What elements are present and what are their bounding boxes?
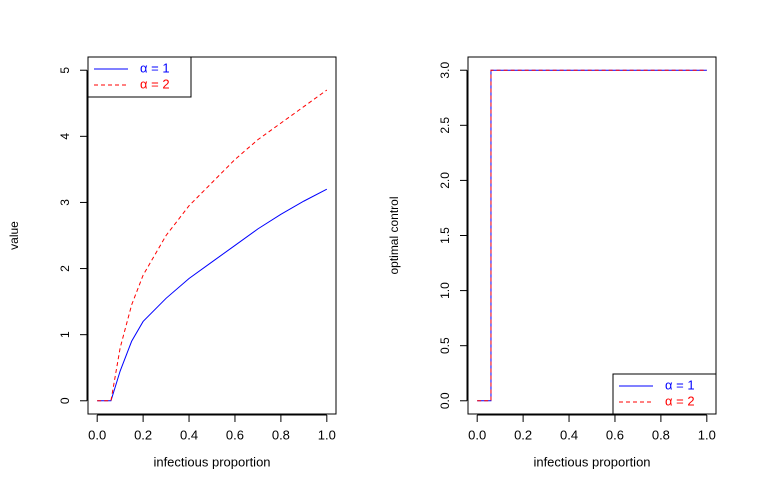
y-tick-label: 2 [58,265,72,272]
y-tick-label: 3 [58,199,72,206]
y-tick-label: 4 [58,133,72,140]
series-line [477,69,707,402]
y-tick-label: 5 [58,67,72,74]
y-tick-label: 0 [58,397,72,404]
y-tick-label: 0.0 [438,392,452,409]
y-tick-label: 1 [58,331,72,338]
y-tick-label: 2.0 [438,172,452,189]
y-axis-label: value [7,221,21,250]
y-axis-label: optimal control [387,196,401,274]
x-tick-label: 0.4 [560,427,578,442]
x-tick-label: 0.6 [226,427,244,442]
x-tick-label: 0.8 [652,427,670,442]
panel: 0.0 0.2 0.4 0.6 0.8 1.0 0.0 0.5 1.0 1.5 2.0 2.5 3.0 i… [387,56,717,469]
x-tick-label: 0.6 [606,427,624,442]
legend-label: α = 1 [665,377,695,392]
y-tick-label: 3.0 [438,62,452,79]
legend-box [612,373,717,415]
x-tick-label: 0.0 [468,427,486,442]
series-line [477,69,707,402]
y-tick-label: 0.5 [438,337,452,354]
x-tick-label: 1.0 [318,427,336,442]
x-tick-label: 1.0 [698,427,716,442]
plot-box [467,56,717,415]
x-tick-label: 0.2 [514,427,532,442]
x-tick-label: 0.0 [88,427,106,442]
series-line [97,188,328,402]
y-tick-label: 1.5 [438,227,452,244]
legend-box [87,56,192,98]
plot-box [87,56,337,415]
x-tick-label: 0.4 [180,427,198,442]
x-tick-label: 0.8 [272,427,290,442]
x-tick-label: 0.2 [134,427,152,442]
y-tick-label: 2.5 [438,117,452,134]
x-axis-label: infectious proportion [533,454,650,469]
panel: 0.0 0.2 0.4 0.6 0.8 1.0 0 1 2 3 4 5 infectious propo… [7,56,337,469]
legend-label: α = 2 [140,76,170,91]
legend-label: α = 1 [140,60,170,75]
y-tick-label: 1.0 [438,282,452,299]
x-axis-label: infectious proportion [153,454,270,469]
series-line [97,89,328,402]
legend-label: α = 2 [665,393,695,408]
